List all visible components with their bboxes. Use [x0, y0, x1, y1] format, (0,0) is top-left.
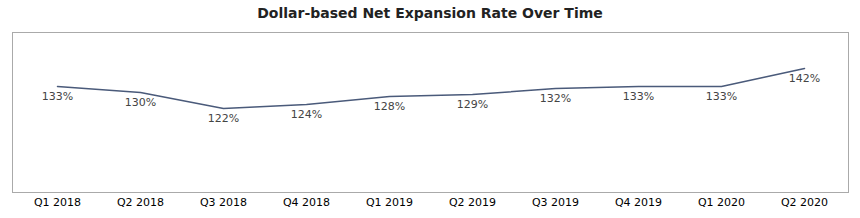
svg-text:Q2 2020: Q2 2020 [781, 196, 828, 209]
svg-text:Q4 2018: Q4 2018 [283, 196, 330, 209]
svg-text:133%: 133% [42, 90, 73, 103]
svg-text:132%: 132% [540, 92, 571, 105]
html-text:Dollar-based Net Expansion Rat: Dollar-based Net Expansion Rate Over Tim… [257, 5, 603, 21]
svg-text:Q2 2018: Q2 2018 [117, 196, 164, 209]
svg-text:130%: 130% [125, 96, 156, 109]
svg-text:Q4 2019: Q4 2019 [615, 196, 662, 209]
svg-text:Q3 2018: Q3 2018 [200, 196, 247, 209]
svg-text:129%: 129% [457, 98, 488, 111]
svg-text:133%: 133% [706, 90, 737, 103]
svg-text:Q1 2018: Q1 2018 [34, 196, 81, 209]
svg-text:142%: 142% [789, 72, 820, 85]
svg-text:Q1 2019: Q1 2019 [366, 196, 413, 209]
svg-text:Q1 2020: Q1 2020 [698, 196, 745, 209]
svg-text:Q2 2019: Q2 2019 [449, 196, 496, 209]
svg-text:133%: 133% [623, 90, 654, 103]
svg-text:122%: 122% [208, 112, 239, 125]
svg-text:Q3 2019: Q3 2019 [532, 196, 579, 209]
svg-text:128%: 128% [374, 100, 405, 113]
svg-text:124%: 124% [291, 108, 322, 121]
